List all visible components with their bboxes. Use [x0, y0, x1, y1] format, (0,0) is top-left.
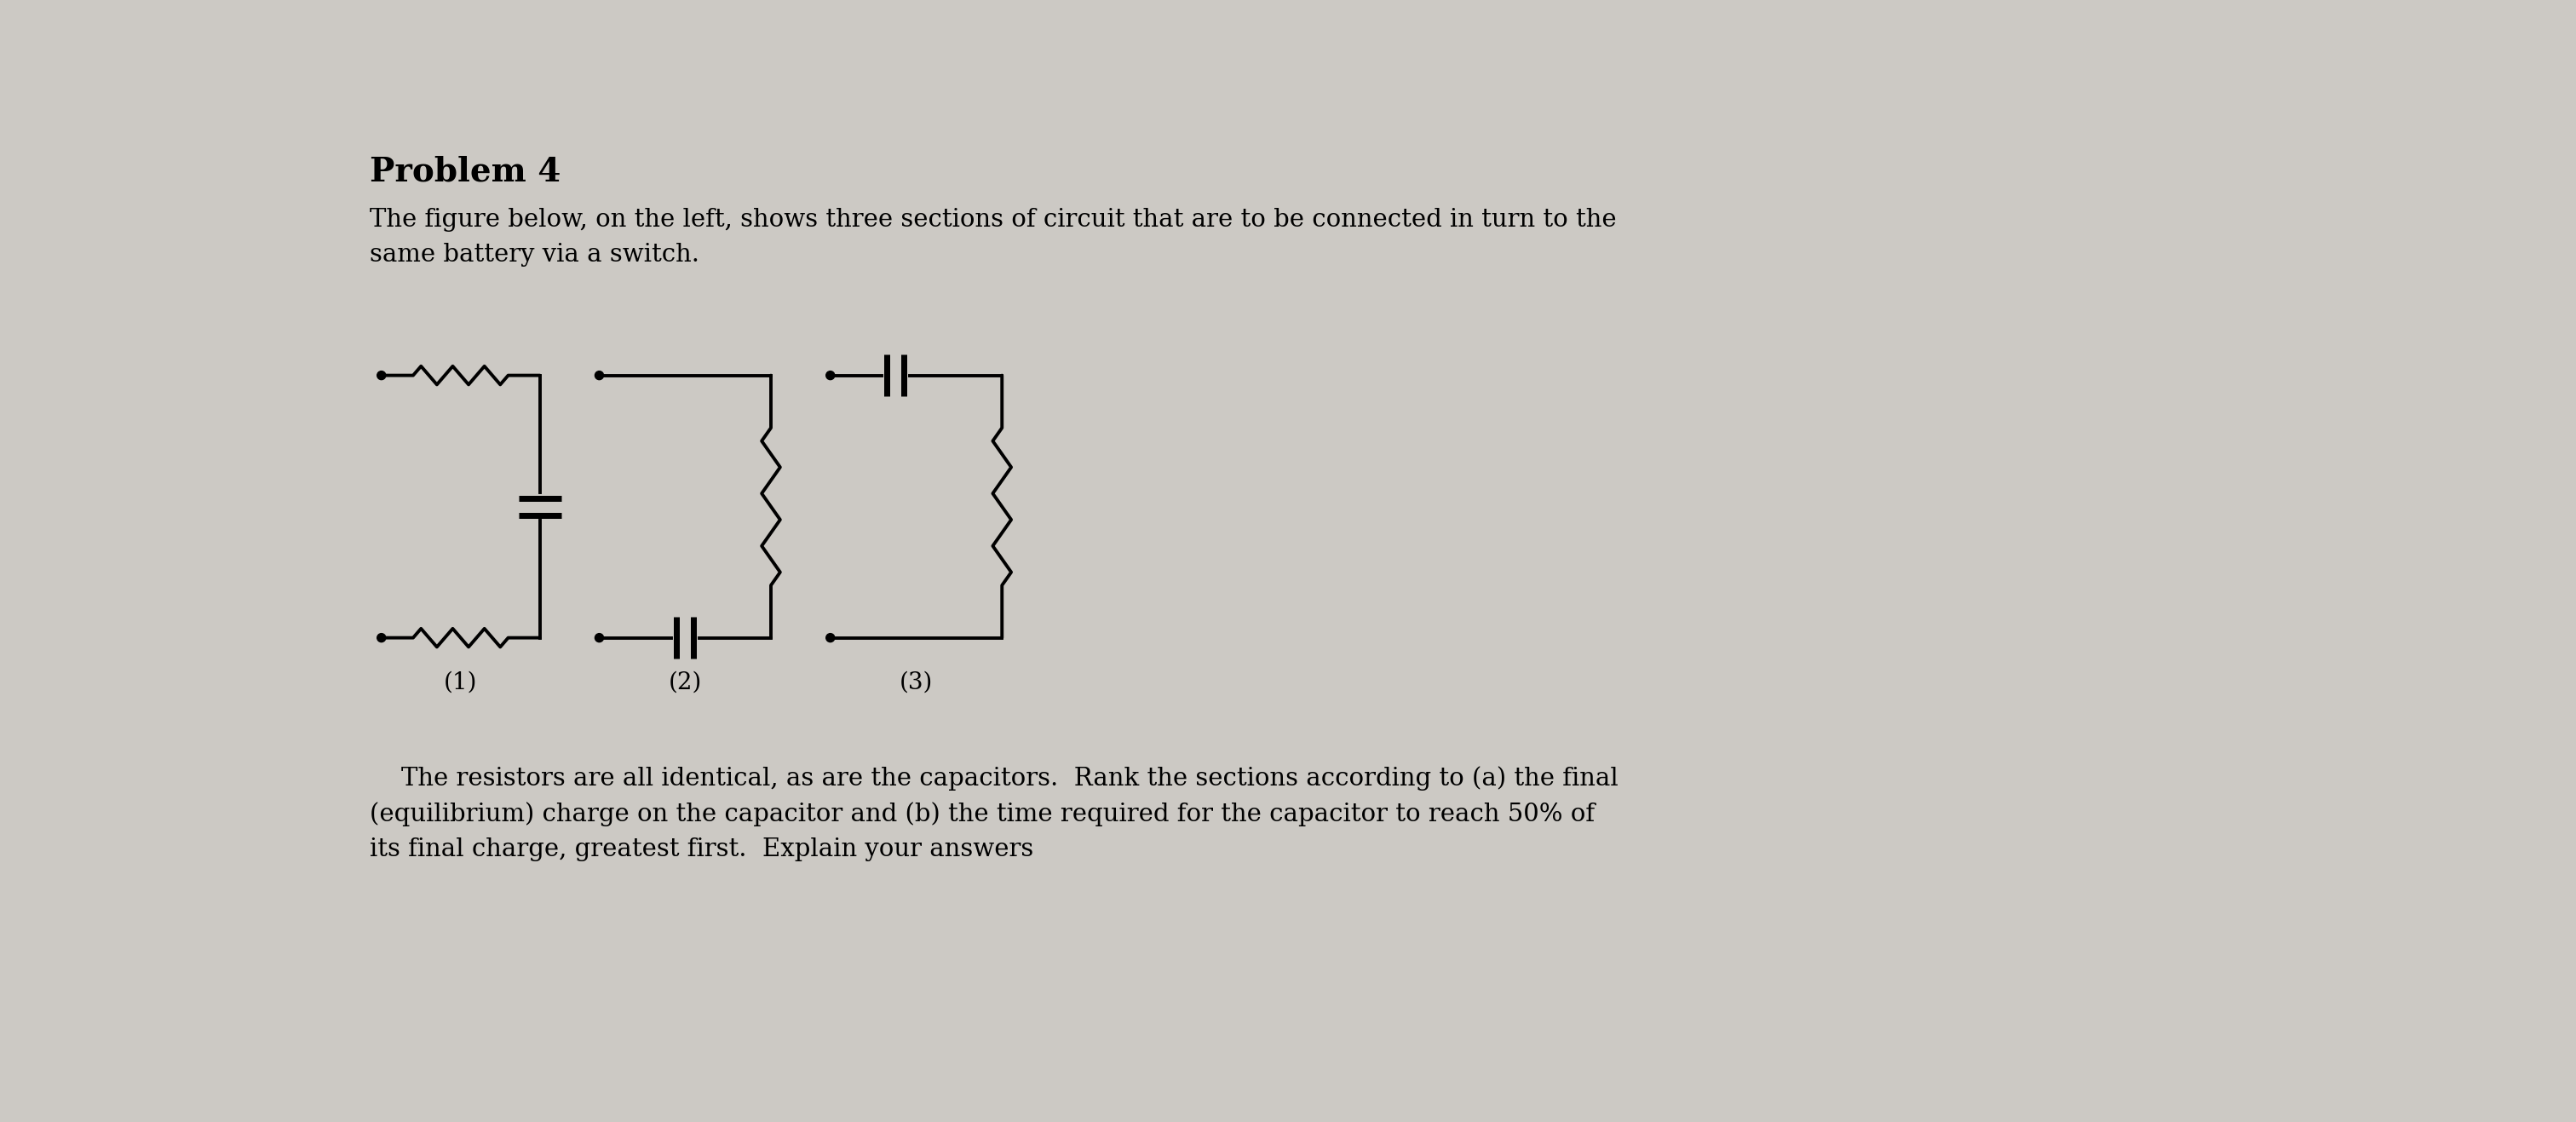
Circle shape — [595, 371, 603, 379]
Circle shape — [827, 371, 835, 379]
Text: (2): (2) — [667, 671, 701, 693]
Circle shape — [827, 634, 835, 642]
Text: (3): (3) — [899, 671, 933, 693]
Text: (1): (1) — [443, 671, 477, 693]
Text: The resistors are all identical, as are the capacitors.  Rank the sections accor: The resistors are all identical, as are … — [368, 765, 1618, 862]
Text: The figure below, on the left, shows three sections of circuit that are to be co: The figure below, on the left, shows thr… — [368, 208, 1615, 267]
Circle shape — [376, 371, 386, 379]
Circle shape — [376, 634, 386, 642]
Text: Problem 4: Problem 4 — [368, 156, 562, 188]
Circle shape — [595, 634, 603, 642]
